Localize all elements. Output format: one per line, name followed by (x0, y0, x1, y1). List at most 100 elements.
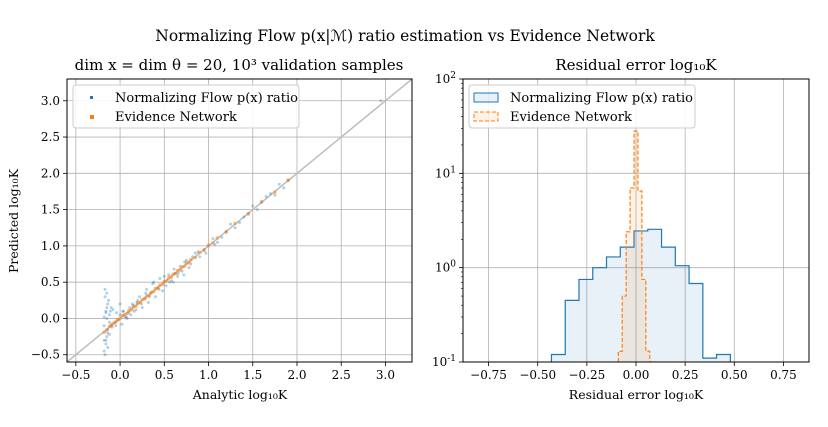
scatter-legend-box (72, 84, 300, 129)
point-nf-63 (105, 335, 109, 339)
hist-legend-label-en: Evidence Network (510, 110, 632, 125)
legend-patch-nf (473, 92, 499, 103)
hist-series-1 (617, 130, 654, 362)
point-nf-43 (184, 258, 188, 262)
scatter-ytick-label-4: 1.5 (41, 203, 60, 217)
point-nf-21 (136, 298, 140, 302)
histogram-bars (550, 130, 731, 362)
point-nf-44 (187, 266, 191, 270)
point-nf-71 (108, 309, 112, 313)
point-nf-42 (182, 273, 186, 277)
point-nf-100 (264, 195, 268, 199)
point-nf-31 (158, 277, 162, 281)
point-nf-53 (233, 226, 237, 230)
point-en-40 (193, 255, 198, 260)
point-nf-82 (144, 291, 148, 295)
hist-xtick-label-0: −0.75 (470, 368, 507, 382)
hist-xtick-label-6: 0.75 (770, 368, 797, 382)
point-en-16 (138, 300, 143, 305)
point-nf-93 (204, 251, 208, 255)
point-en-38 (187, 260, 191, 265)
point-nf-101 (273, 193, 277, 197)
point-nf-64 (106, 302, 110, 306)
point-nf-87 (168, 280, 172, 284)
point-en-28 (165, 278, 169, 283)
point-en-6 (115, 318, 120, 322)
scatter-xtick-label-3: 1.0 (199, 368, 218, 382)
hist-ytick-label-3: 102 (435, 71, 456, 86)
point-nf-88 (172, 267, 176, 271)
point-nf-60 (102, 338, 106, 342)
point-nf-58 (277, 182, 281, 186)
point-en-7 (118, 316, 122, 321)
point-nf-96 (229, 222, 233, 226)
point-nf-23 (140, 306, 144, 310)
point-nf-4 (106, 331, 110, 335)
point-nf-37 (171, 280, 175, 284)
hist-ytick-label-1: 100 (435, 260, 456, 275)
point-nf-69 (107, 298, 111, 302)
point-en-20 (147, 293, 152, 298)
point-nf-32 (161, 289, 165, 293)
point-nf-66 (104, 342, 108, 346)
point-nf-99 (255, 208, 259, 212)
point-en-42 (202, 248, 206, 253)
point-en-1 (105, 328, 109, 332)
scatter-legend: Normalizing Flow p(x) ratio Evidence Net… (72, 84, 300, 129)
point-en-51 (286, 178, 290, 182)
scatter-ytick-label-5: 2.0 (41, 166, 60, 180)
point-en-14 (134, 304, 138, 308)
point-nf-76 (121, 309, 125, 313)
point-en-0 (102, 330, 106, 335)
histogram-title: Residual error log₁₀K (555, 56, 717, 74)
point-nf-89 (176, 271, 180, 275)
histogram-ticks: −0.75 −0.50 −0.25 0.00 0.25 0.50 0.75 10-1 100 10… (432, 71, 797, 382)
point-nf-70 (107, 320, 111, 324)
hist-legend-label-nf: Normalizing Flow p(x) ratio (510, 91, 693, 106)
point-nf-1 (103, 295, 107, 299)
point-en-49 (259, 199, 264, 204)
scatter-xlabel: Analytic log₁₀K (192, 387, 288, 402)
legend-marker-nf (90, 96, 93, 99)
point-nf-104 (103, 353, 107, 357)
point-nf-13 (122, 309, 126, 313)
scatter-ytick-label-1: 0.0 (41, 311, 60, 325)
hist-ytick-label-2: 101 (435, 165, 456, 180)
point-en-47 (233, 221, 237, 226)
legend-patch-en (473, 111, 499, 122)
scatter-ytick-label-2: 0.5 (41, 275, 60, 289)
point-en-26 (160, 282, 165, 287)
hist-ytick-label-0: 10-1 (432, 354, 456, 369)
scatter-ticks: −0.5 0.0 0.5 1.0 1.5 2.0 2.5 3.0 −0.5 0.0 0.5 1.0 1.… (31, 94, 395, 382)
point-nf-107 (104, 311, 108, 315)
point-nf-84 (151, 282, 155, 286)
point-nf-26 (146, 300, 150, 304)
point-en-10 (125, 311, 129, 316)
point-en-41 (197, 250, 202, 255)
point-nf-106 (107, 332, 111, 336)
figure-suptitle: Normalizing Flow p(x|ℳ) ratio estimation… (155, 27, 655, 45)
point-en-43 (206, 243, 211, 247)
point-nf-7 (111, 308, 115, 312)
point-nf-34 (164, 284, 168, 288)
point-nf-74 (114, 324, 118, 328)
scatter-ytick-label-7: 3.0 (41, 94, 60, 108)
histogram-legend: Normalizing Flow p(x) ratio Evidence Net… (468, 84, 696, 129)
scatter-ytick-label-0: −0.5 (31, 348, 60, 362)
point-nf-39 (176, 274, 180, 278)
point-nf-22 (138, 295, 142, 299)
point-nf-91 (191, 255, 195, 259)
scatter-xtick-label-2: 0.5 (155, 368, 174, 382)
hist-xtick-label-1: −0.50 (519, 368, 556, 382)
point-en-45 (215, 236, 220, 240)
point-nf-29 (153, 295, 157, 299)
point-nf-36 (169, 279, 173, 283)
point-nf-51 (215, 240, 219, 244)
point-nf-3 (105, 306, 109, 310)
scatter-xtick-label-6: 2.5 (332, 368, 351, 382)
point-nf-11 (118, 313, 122, 317)
scatter-xtick-label-5: 2.0 (287, 368, 306, 382)
point-en-46 (224, 230, 229, 234)
legend-label-en: Evidence Network (115, 110, 237, 125)
